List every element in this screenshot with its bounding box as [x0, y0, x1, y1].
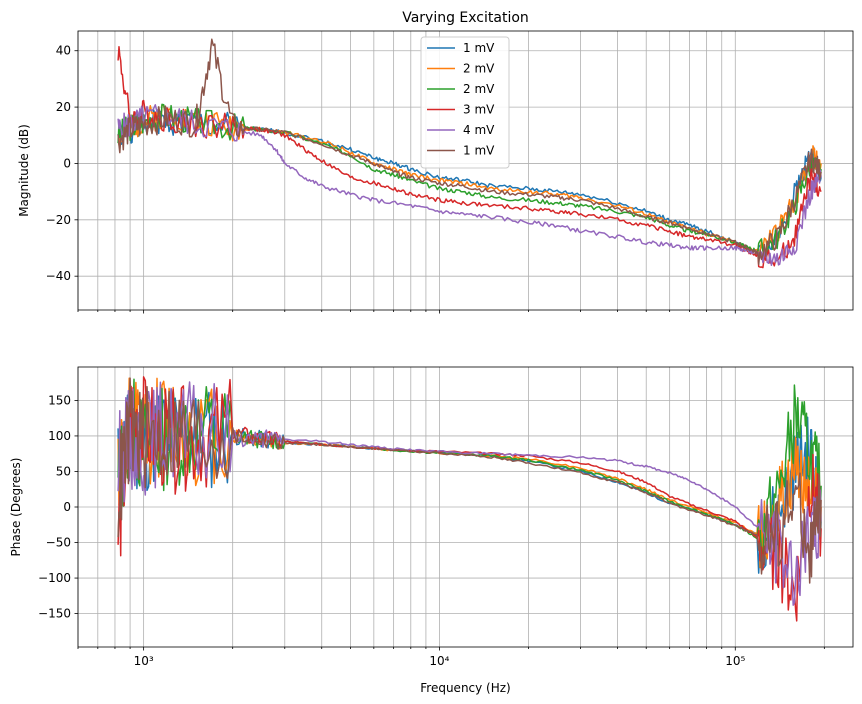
legend-box	[420, 36, 510, 169]
magnitude-ticks: 40 20 0 −20 −40	[46, 44, 825, 314]
y-tick-label: −50	[46, 536, 71, 550]
y-tick-label: 20	[56, 100, 71, 114]
magnitude-series-lines	[117, 38, 822, 269]
legend-label-5: 4 mV	[463, 123, 495, 137]
magnitude-y-axis-label: Magnitude (dB)	[17, 124, 31, 217]
series-line-6	[117, 377, 822, 584]
phase-grid	[77, 367, 853, 647]
x-tick-label: 10³	[134, 654, 154, 668]
phase-series-lines	[117, 376, 822, 622]
y-tick-label: 50	[56, 464, 71, 478]
x-axis-label: Frequency (Hz)	[420, 681, 511, 695]
y-tick-label: 100	[48, 429, 71, 443]
phase-y-axis-label: Phase (Degrees)	[9, 458, 23, 557]
y-tick-label: 40	[56, 44, 71, 58]
y-tick-label: −20	[46, 213, 71, 227]
series-line-4	[117, 376, 822, 622]
series-line-3	[117, 103, 822, 255]
series-line-2	[117, 377, 822, 569]
legend-label-3: 2 mV	[463, 82, 495, 96]
phase-ticks: 150 100 50 0 −50 −100 −150 10³ 10⁴ 10⁵	[38, 393, 825, 668]
y-tick-label: −40	[46, 269, 71, 283]
legend: 1 mV 2 mV 2 mV 3 mV 4 mV 1 mV	[420, 36, 510, 169]
x-tick-label: 10⁵	[725, 654, 745, 668]
y-tick-label: −150	[38, 607, 71, 621]
y-tick-label: −100	[38, 571, 71, 585]
y-tick-label: 150	[48, 393, 71, 407]
y-tick-label: 0	[63, 156, 71, 170]
legend-label-1: 1 mV	[463, 41, 495, 55]
magnitude-subplot: 40 20 0 −20 −40 Varying Excitation Magnitude…	[17, 10, 854, 314]
series-line-6	[117, 38, 822, 266]
x-tick-label: 10⁴	[429, 654, 449, 668]
magnitude-axes-frame	[77, 30, 854, 311]
phase-subplot: 150 100 50 0 −50 −100 −150 10³ 10⁴ 10⁵ Phase (Deg…	[9, 366, 854, 695]
legend-label-2: 2 mV	[463, 62, 495, 76]
y-tick-label: 0	[63, 500, 71, 514]
legend-label-4: 3 mV	[463, 103, 495, 117]
chart-title: Varying Excitation	[402, 10, 529, 26]
legend-label-6: 1 mV	[463, 144, 495, 158]
series-line-5	[117, 381, 822, 606]
